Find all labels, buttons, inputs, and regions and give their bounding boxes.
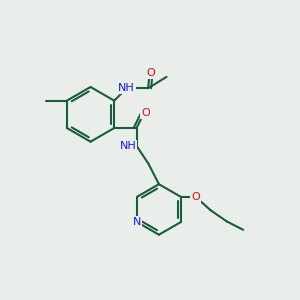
Text: O: O — [147, 68, 155, 78]
Text: O: O — [191, 192, 200, 202]
Text: O: O — [141, 108, 150, 118]
Text: N: N — [133, 217, 141, 227]
Text: NH: NH — [118, 83, 135, 93]
Text: NH: NH — [120, 141, 136, 151]
